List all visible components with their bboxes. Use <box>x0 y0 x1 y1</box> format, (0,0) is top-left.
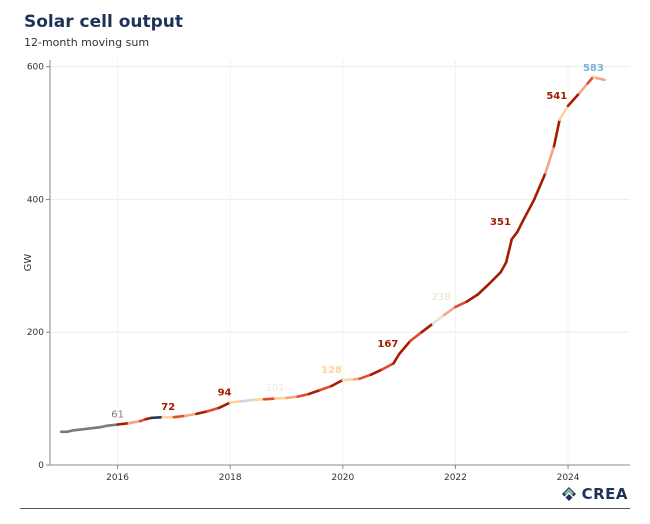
data-label: 101 <box>266 383 285 394</box>
x-tick-label: 2016 <box>106 473 129 483</box>
y-axis-title: GW <box>23 254 34 272</box>
bottom-divider <box>20 508 630 509</box>
series-line-segment <box>566 91 581 108</box>
series-line-segment <box>273 396 288 400</box>
series-line-segment <box>116 421 131 426</box>
series-line-segment <box>285 395 300 400</box>
series-line-segment <box>532 171 547 201</box>
series-line-segment <box>476 282 491 296</box>
series-line-segment <box>217 401 232 410</box>
crea-logo-icon <box>561 487 576 501</box>
series-line-segment <box>442 305 457 317</box>
series-line-segment <box>392 352 401 365</box>
series-line-segment <box>150 415 164 420</box>
series-line-segment <box>431 313 446 325</box>
series-line-segment <box>380 362 395 371</box>
series-line-segment <box>341 378 356 382</box>
crea-logo: CREA <box>559 484 628 504</box>
x-tick-label: 2022 <box>444 473 467 483</box>
data-label: 94 <box>218 388 232 399</box>
series-line-segment <box>504 237 514 264</box>
series-line-segment <box>578 81 590 95</box>
series-line-segment <box>594 76 606 82</box>
series-line-segment <box>558 104 570 122</box>
y-tick-label: 400 <box>27 195 44 205</box>
y-tick-label: 0 <box>38 461 44 471</box>
series-line-segment <box>307 388 322 396</box>
chart-title: Solar cell output <box>24 12 184 32</box>
series-line-segment <box>195 409 209 416</box>
series-line-segment <box>330 378 345 388</box>
data-label: 72 <box>161 402 175 413</box>
series-line-segment <box>409 330 423 343</box>
series-line-segment <box>228 399 243 404</box>
series-line-segment <box>358 373 373 380</box>
x-tick-label: 2018 <box>219 473 242 483</box>
series-line-segment <box>397 339 412 356</box>
series-line-segment <box>510 230 519 241</box>
data-label: 238 <box>432 292 451 303</box>
crea-logo-text: CREA <box>581 485 628 503</box>
series-line-segment <box>487 271 502 286</box>
series-line-segment <box>369 368 384 377</box>
series-line-segment <box>552 118 561 148</box>
series-line-segment <box>544 145 556 175</box>
series-line-segment <box>521 198 536 222</box>
y-tick-label: 200 <box>27 328 44 338</box>
data-label: 583 <box>583 63 604 74</box>
series-line-segment <box>586 75 595 85</box>
series-line-segment <box>499 261 508 274</box>
series-line-segment <box>420 322 435 334</box>
y-tick-label: 600 <box>27 63 44 73</box>
chart-subtitle: 12-month moving sum <box>24 36 150 49</box>
series-line-segment <box>262 397 277 401</box>
series-line-segment <box>465 293 480 303</box>
series-line-segment <box>318 384 333 392</box>
data-label: 167 <box>377 339 398 350</box>
x-tick-label: 2020 <box>331 473 354 483</box>
series-line-segment <box>172 414 187 419</box>
series-line-segment <box>206 406 221 413</box>
series-line-segment <box>127 419 142 425</box>
x-tick-label: 2024 <box>557 473 580 483</box>
data-label: 128 <box>321 365 342 376</box>
series-line-segment <box>240 398 255 403</box>
series-line-segment <box>516 219 525 234</box>
data-label: 61 <box>111 410 124 421</box>
data-label: 351 <box>490 217 511 228</box>
series-line-segment <box>296 392 311 398</box>
data-label: 541 <box>546 91 567 102</box>
series-line-segment <box>251 397 266 402</box>
series-line-segment <box>183 412 198 418</box>
series-line-segment <box>454 300 468 309</box>
